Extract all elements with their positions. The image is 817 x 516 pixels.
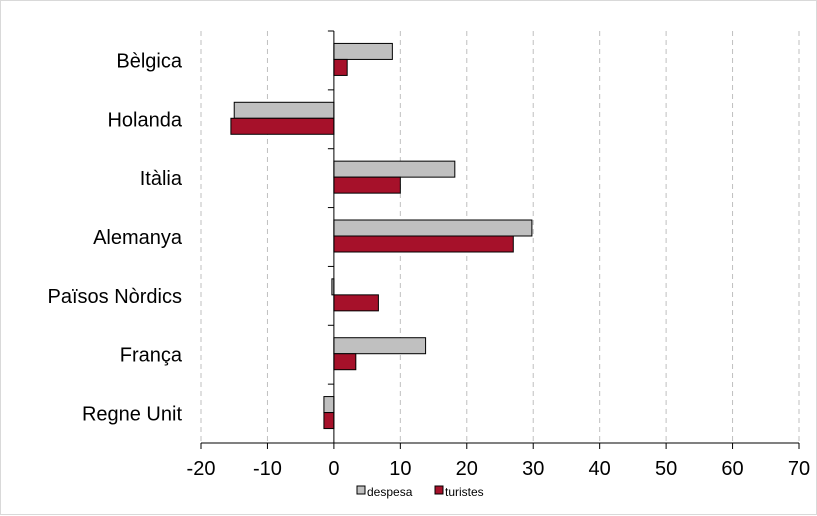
bar-despesa	[333, 337, 427, 355]
bar-despesa	[323, 396, 335, 414]
bar-turistes	[333, 58, 348, 76]
gridlines	[200, 31, 800, 443]
x-tick-label: 0	[328, 458, 339, 480]
bar-turistes	[230, 117, 335, 135]
bar-despesa	[333, 42, 393, 60]
category-label: Holanda	[107, 109, 182, 131]
x-tick-label: 30	[522, 458, 544, 480]
axes	[200, 30, 800, 449]
x-tick-label: 70	[788, 458, 810, 480]
x-tick-label: 40	[589, 458, 611, 480]
legend: despesa turistes	[356, 485, 484, 499]
bars	[230, 42, 533, 430]
bar-despesa	[333, 219, 533, 237]
legend-swatch-despesa	[356, 485, 366, 495]
x-tick-label: 60	[721, 458, 743, 480]
bar-turistes	[323, 412, 335, 430]
category-label: Itàlia	[140, 168, 183, 190]
x-tick-label: 10	[389, 458, 411, 480]
legend-swatch-turistes	[434, 485, 444, 495]
legend-label-turistes: turistes	[445, 485, 484, 499]
bar-turistes	[333, 294, 379, 312]
bar-turistes	[333, 235, 514, 253]
bar-despesa	[333, 160, 456, 178]
tick-labels: -20 -10 0 10 20 30 40 50 60 70	[187, 458, 811, 480]
bar-despesa	[233, 101, 335, 119]
x-tick-label: -10	[253, 458, 282, 480]
x-tick-label: 50	[655, 458, 677, 480]
bar-turistes	[333, 176, 401, 194]
bar-turistes	[333, 353, 357, 371]
x-tick-label: -20	[187, 458, 216, 480]
category-label: Països Nòrdics	[48, 286, 183, 308]
x-tick-label: 20	[456, 458, 478, 480]
category-label: Regne Unit	[82, 404, 183, 426]
category-labels: Bèlgica Holanda Itàlia Alemanya Països Nòrdi…	[48, 50, 183, 425]
category-label: Alemanya	[93, 227, 183, 249]
category-label: França	[120, 345, 183, 367]
category-label: Bèlgica	[116, 50, 182, 72]
legend-label-despesa: despesa	[367, 485, 413, 499]
